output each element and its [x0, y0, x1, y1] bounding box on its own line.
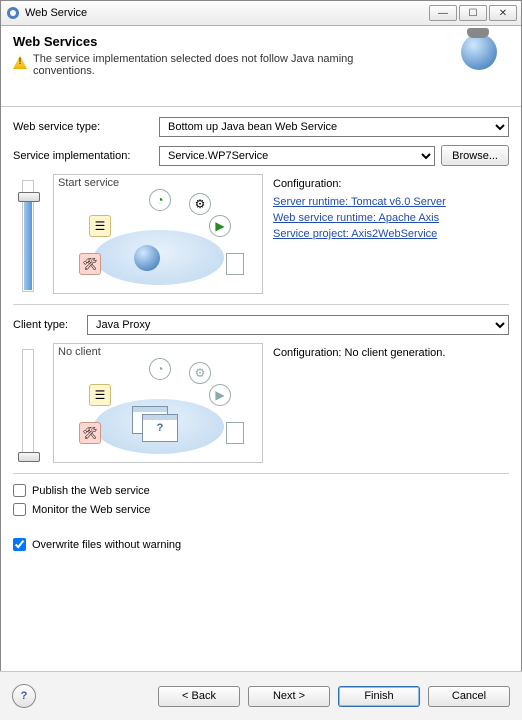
close-button[interactable]: ✕: [489, 5, 517, 21]
banner-heading: Web Services: [13, 34, 461, 49]
document-icon: [226, 422, 244, 444]
separator: [13, 473, 509, 474]
service-config: Configuration: Server runtime: Tomcat v6…: [273, 174, 509, 294]
gear-icon: ⚙: [189, 362, 211, 384]
wizard-footer: ? < Back Next > Finish Cancel: [0, 671, 522, 720]
warning-icon: [13, 55, 27, 69]
monitor-option: Monitor the Web service: [13, 503, 509, 516]
browse-button[interactable]: Browse...: [441, 145, 509, 166]
document-icon: [226, 253, 244, 275]
client-type-select[interactable]: Java Proxy: [87, 315, 509, 335]
next-button[interactable]: Next >: [248, 686, 330, 707]
client-level-slider[interactable]: [22, 349, 34, 461]
client-diagram-caption: No client: [58, 346, 101, 358]
banner-decoration-icon: [461, 34, 509, 82]
wizard-content: Web service type: Bottom up Java bean We…: [1, 107, 521, 565]
publish-checkbox[interactable]: [13, 484, 26, 497]
service-level-slider[interactable]: [22, 180, 34, 292]
monitor-label: Monitor the Web service: [32, 504, 150, 516]
client-type-label: Client type:: [13, 319, 81, 331]
help-button[interactable]: ?: [12, 684, 36, 708]
finish-button[interactable]: Finish: [338, 686, 420, 707]
banner-warning-text: The service implementation selected does…: [33, 53, 413, 77]
chart-icon: ◔: [149, 189, 171, 211]
separator: [13, 304, 509, 305]
config-node-icon: ☰: [89, 215, 111, 237]
service-project-link[interactable]: Service project: Axis2WebService: [273, 228, 509, 240]
gear-icon: ⚙: [189, 193, 211, 215]
service-impl-row: Service implementation: Service.WP7Servi…: [13, 145, 509, 166]
webservice-runtime-link[interactable]: Web service runtime: Apache Axis: [273, 212, 509, 224]
service-diagram: Start service ▶ ⚙ ◔ ☰ 🛠: [53, 174, 263, 294]
back-button[interactable]: < Back: [158, 686, 240, 707]
wizard-banner: Web Services The service implementation …: [1, 26, 521, 107]
play-icon: ▶: [209, 215, 231, 237]
service-diagram-caption: Start service: [58, 177, 119, 189]
service-impl-label: Service implementation:: [13, 150, 153, 162]
service-config-header: Configuration:: [273, 178, 509, 190]
chart-icon: ◔: [149, 358, 171, 380]
tool-node-icon: 🛠: [79, 422, 101, 444]
service-panel: Start service ▶ ⚙ ◔ ☰ 🛠 Configuration: S…: [13, 174, 509, 294]
tool-node-icon: 🛠: [79, 253, 101, 275]
service-type-row: Web service type: Bottom up Java bean We…: [13, 117, 509, 137]
monitor-checkbox[interactable]: [13, 503, 26, 516]
publish-label: Publish the Web service: [32, 485, 150, 497]
minimize-button[interactable]: —: [429, 5, 457, 21]
maximize-button[interactable]: ☐: [459, 5, 487, 21]
config-node-icon: ☰: [89, 384, 111, 406]
server-runtime-link[interactable]: Server runtime: Tomcat v6.0 Server: [273, 196, 509, 208]
window-icon-back: ?: [142, 414, 178, 442]
app-icon: [5, 5, 21, 21]
overwrite-checkbox[interactable]: [13, 538, 26, 551]
client-config-text: Configuration: No client generation.: [273, 347, 509, 359]
service-impl-select[interactable]: Service.WP7Service: [159, 146, 435, 166]
client-diagram: No client ? ? ▶ ⚙ ◔ ☰ 🛠: [53, 343, 263, 463]
play-icon: ▶: [209, 384, 231, 406]
client-panel: No client ? ? ▶ ⚙ ◔ ☰ 🛠 Configuration: N…: [13, 343, 509, 463]
overwrite-label: Overwrite files without warning: [32, 539, 181, 551]
titlebar: Web Service — ☐ ✕: [1, 1, 521, 26]
publish-option: Publish the Web service: [13, 484, 509, 497]
client-config: Configuration: No client generation.: [273, 343, 509, 463]
globe-icon: [134, 245, 160, 271]
client-type-row: Client type: Java Proxy: [13, 315, 509, 335]
overwrite-option: Overwrite files without warning: [13, 538, 509, 551]
window-title: Web Service: [25, 7, 427, 19]
service-type-label: Web service type:: [13, 121, 153, 133]
service-type-select[interactable]: Bottom up Java bean Web Service: [159, 117, 509, 137]
cancel-button[interactable]: Cancel: [428, 686, 510, 707]
